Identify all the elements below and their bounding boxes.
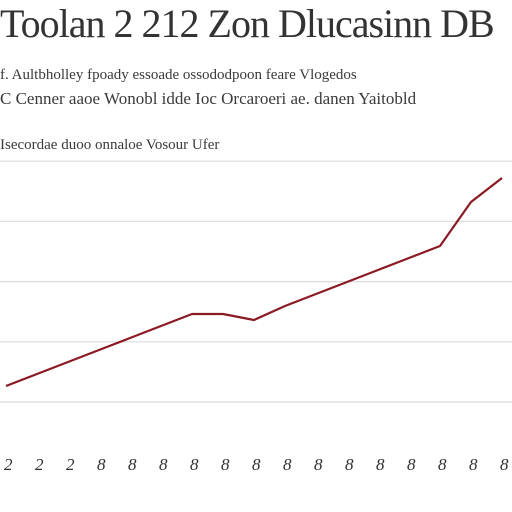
x-tick-label: 8 — [500, 455, 509, 474]
x-tick-label: 8 — [283, 455, 292, 474]
x-tick-labels: 2 2 2 8 8 8 8 8 8 8 8 8 8 8 8 8 8 — [4, 455, 509, 474]
series-line — [5, 177, 503, 388]
x-tick-label: 8 — [159, 455, 168, 474]
chart-subtitle-line-1: f. Aultbholley fpoady essoade ossododpoo… — [0, 67, 357, 83]
series-group — [5, 177, 503, 388]
x-tick-label: 8 — [407, 455, 416, 474]
chart-subtitle-line-3: Isecordae duoo onnaloe Vosour Ufer — [0, 137, 220, 153]
chart-subtitle-line-2: C Cenner aaoe Wonobl idde Ioc Orcaroeri … — [0, 90, 417, 108]
x-tick-label: 8 — [128, 455, 137, 474]
x-tick-label: 8 — [469, 455, 478, 474]
x-tick-label: 2 — [4, 455, 13, 474]
chart-title: Toolan 2 212 Zon Dlucasinn DB — [0, 2, 495, 46]
x-tick-label: 8 — [376, 455, 385, 474]
x-tick-label: 2 — [66, 455, 75, 474]
x-tick-label: 8 — [190, 455, 199, 474]
x-tick-label: 8 — [252, 455, 261, 474]
x-tick-label: 8 — [314, 455, 323, 474]
gridlines — [0, 160, 512, 403]
x-tick-label: 2 — [35, 455, 44, 474]
x-tick-label: 8 — [97, 455, 106, 474]
x-tick-label: 8 — [221, 455, 230, 474]
x-tick-label: 8 — [345, 455, 354, 474]
x-tick-label: 8 — [438, 455, 447, 474]
